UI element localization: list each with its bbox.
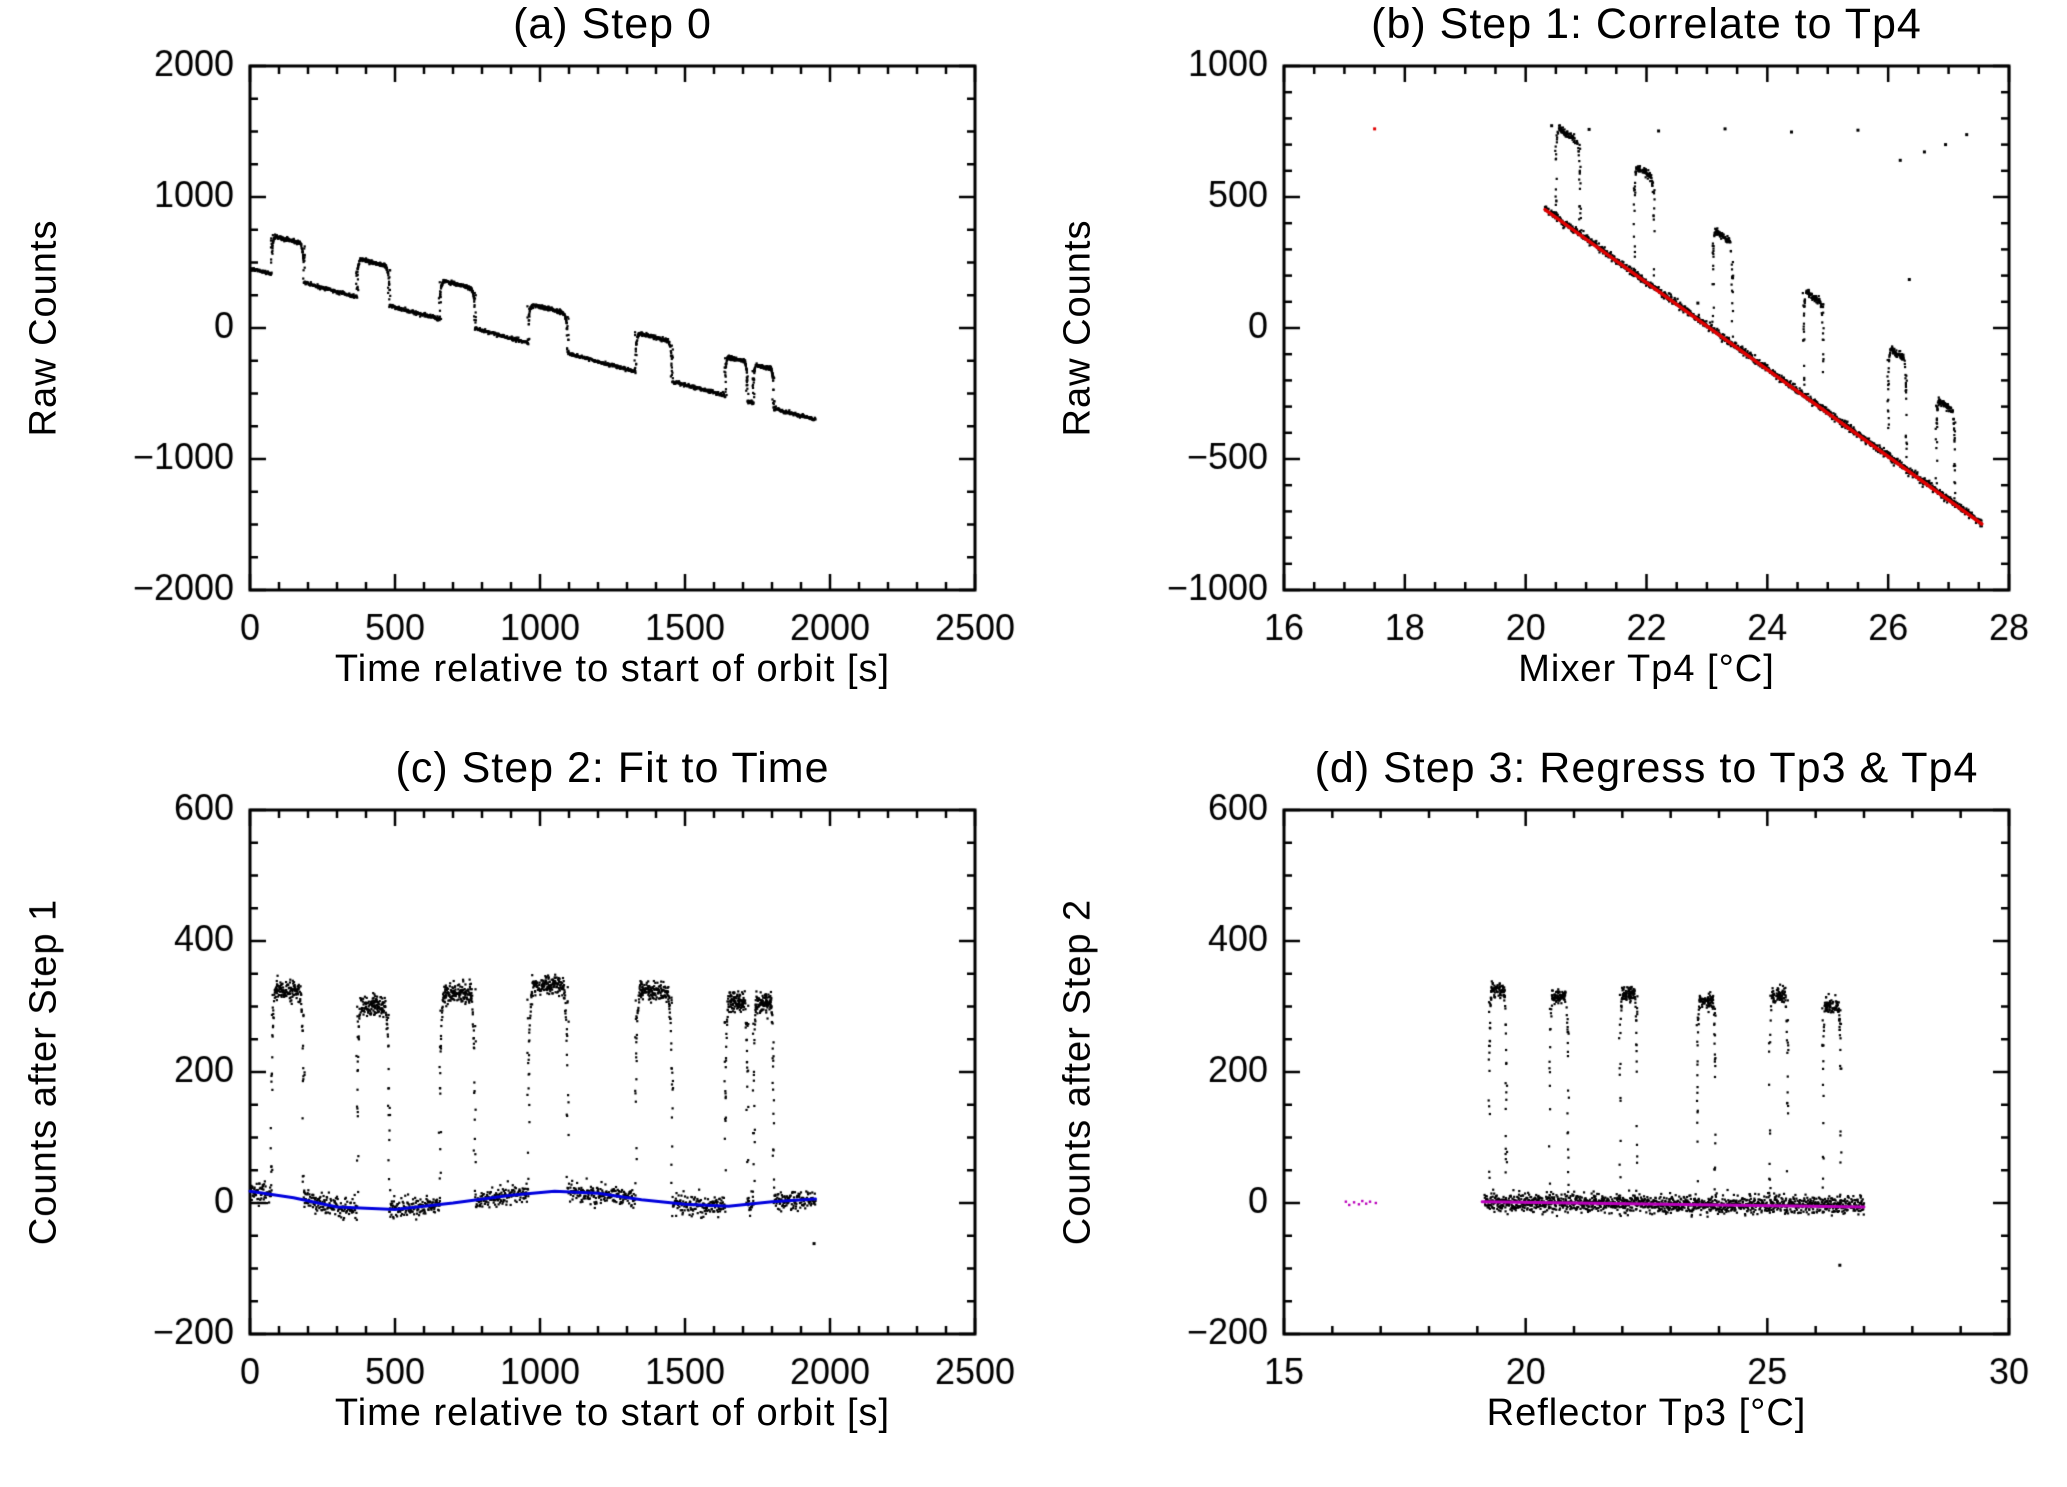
panel-d-plot-canvas	[1034, 744, 2067, 1487]
panel-b: (b) Step 1: Correlate to Tp4 Raw Counts …	[1034, 0, 2067, 743]
panel-d: (d) Step 3: Regress to Tp3 & Tp4 Counts …	[1034, 744, 2067, 1487]
panel-d-title: (d) Step 3: Regress to Tp3 & Tp4	[1314, 744, 1979, 792]
panel-b-xlabel: Mixer Tp4 [°C]	[1518, 648, 1775, 690]
panel-c-plot-canvas	[0, 744, 1033, 1487]
panel-a-title: (a) Step 0	[513, 0, 712, 48]
panel-a-xlabel: Time relative to start of orbit [s]	[334, 648, 891, 690]
panel-d-ylabel: Counts after Step 2	[1056, 898, 1099, 1246]
panel-b-ylabel: Raw Counts	[1056, 219, 1099, 437]
panel-a: (a) Step 0 Raw Counts Time relative to s…	[0, 0, 1033, 743]
panel-c-ylabel: Counts after Step 1	[22, 898, 65, 1246]
panel-c-xlabel: Time relative to start of orbit [s]	[334, 1392, 891, 1434]
panel-b-plot-canvas	[1034, 0, 2067, 743]
panel-b-title: (b) Step 1: Correlate to Tp4	[1371, 0, 1922, 48]
panel-a-plot-canvas	[0, 0, 1033, 743]
panel-c-title: (c) Step 2: Fit to Time	[395, 744, 830, 792]
panel-a-ylabel: Raw Counts	[22, 219, 65, 437]
panel-d-xlabel: Reflector Tp3 [°C]	[1486, 1392, 1807, 1434]
panel-c: (c) Step 2: Fit to Time Counts after Ste…	[0, 744, 1033, 1487]
